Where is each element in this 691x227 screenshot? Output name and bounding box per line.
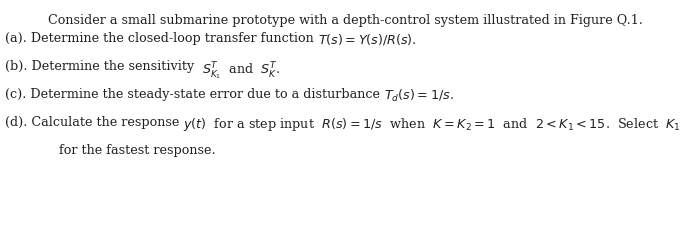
- Text: for the fastest response.: for the fastest response.: [43, 143, 216, 156]
- Text: (d). Calculate the response: (d). Calculate the response: [5, 116, 183, 128]
- Text: (a). Determine the closed-loop transfer function: (a). Determine the closed-loop transfer …: [5, 32, 318, 45]
- Text: (b). Determine the sensitivity: (b). Determine the sensitivity: [5, 60, 202, 73]
- Text: $T_d(s) = 1/s$.: $T_d(s) = 1/s$.: [384, 88, 454, 104]
- Text: (c). Determine the steady-state error due to a disturbance: (c). Determine the steady-state error du…: [5, 88, 384, 101]
- Text: $T(s) = Y(s)/R(s)$.: $T(s) = Y(s)/R(s)$.: [318, 32, 417, 47]
- Text: Consider a small submarine prototype with a depth-control system illustrated in : Consider a small submarine prototype wit…: [48, 14, 643, 27]
- Text: $y(t)$  for a step input  $R(s) = 1/s$  when  $K = K_2 = 1$  and  $2 < K_1 < 15$: $y(t)$ for a step input $R(s) = 1/s$ whe…: [183, 116, 681, 132]
- Text: $S_{K_1}^{T}$  and  $S_{K}^{T}$.: $S_{K_1}^{T}$ and $S_{K}^{T}$.: [202, 60, 281, 81]
